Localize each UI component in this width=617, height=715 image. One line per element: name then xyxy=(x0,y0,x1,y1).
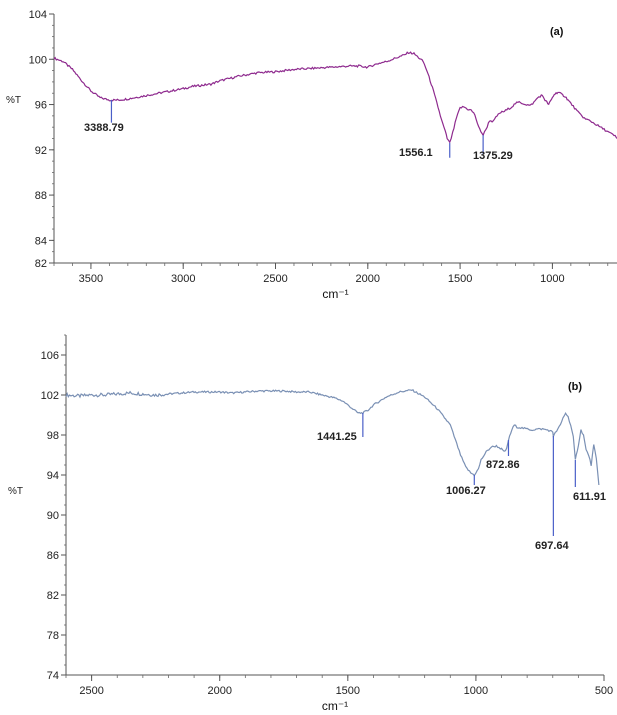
y-tick-label: 104 xyxy=(29,9,47,21)
x-tick-label: 2500 xyxy=(263,273,287,285)
peak-label: 697.64 xyxy=(535,540,570,552)
y-axis-label: %T xyxy=(6,95,21,106)
peak-label: 1441.25 xyxy=(317,431,357,443)
peak-label: 1556.1 xyxy=(399,147,433,159)
peak-label: 1375.29 xyxy=(473,150,513,162)
y-tick-label: 92 xyxy=(35,145,47,157)
x-tick-label: 1500 xyxy=(448,273,472,285)
y-tick-label: 96 xyxy=(35,100,47,112)
y-tick-label: 102 xyxy=(41,390,59,402)
y-tick-label: 86 xyxy=(47,550,59,562)
x-tick-label: 1000 xyxy=(464,685,488,697)
y-tick-label: 90 xyxy=(47,510,59,522)
x-axis-label: cm⁻¹ xyxy=(322,287,348,301)
x-tick-label: 2000 xyxy=(207,685,231,697)
y-tick-label: 106 xyxy=(41,350,59,362)
peak-label: 611.91 xyxy=(573,491,606,503)
y-tick-label: 98 xyxy=(47,430,59,442)
x-tick-label: 1000 xyxy=(540,273,564,285)
peak-label: 872.86 xyxy=(486,459,520,471)
y-tick-label: 74 xyxy=(47,670,59,682)
panel-label: (a) xyxy=(550,26,564,38)
y-tick-label: 94 xyxy=(47,470,59,482)
x-tick-label: 2000 xyxy=(356,273,380,285)
x-tick-label: 3000 xyxy=(171,273,195,285)
spectrum-line xyxy=(65,388,600,486)
panel-label: (b) xyxy=(568,381,582,393)
spectrum-line xyxy=(53,51,617,144)
peak-label: 3388.79 xyxy=(84,122,124,134)
peak-label: 1006.27 xyxy=(446,485,486,497)
y-tick-label: 82 xyxy=(47,590,59,602)
chart-panel-a: 82 84 88 92 96 100 104 3500 3000 2500 2000 1500 1000… xyxy=(6,9,617,301)
y-tick-label: 88 xyxy=(35,190,47,202)
y-axis-label: %T xyxy=(8,486,23,497)
y-tick-label: 78 xyxy=(47,630,59,642)
x-tick-label: 2500 xyxy=(79,685,103,697)
x-tick-label: 1500 xyxy=(336,685,360,697)
x-axis-label: cm⁻¹ xyxy=(322,699,348,713)
x-tick-label: 500 xyxy=(595,685,613,697)
y-tick-label: 82 xyxy=(35,258,47,270)
y-tick-label: 84 xyxy=(35,235,47,247)
chart-panel-b: 74 78 82 86 90 94 98 102 106 2500 2000 1500 1000 500%… xyxy=(8,334,613,713)
y-tick-label: 100 xyxy=(29,54,47,66)
x-tick-label: 3500 xyxy=(79,273,103,285)
